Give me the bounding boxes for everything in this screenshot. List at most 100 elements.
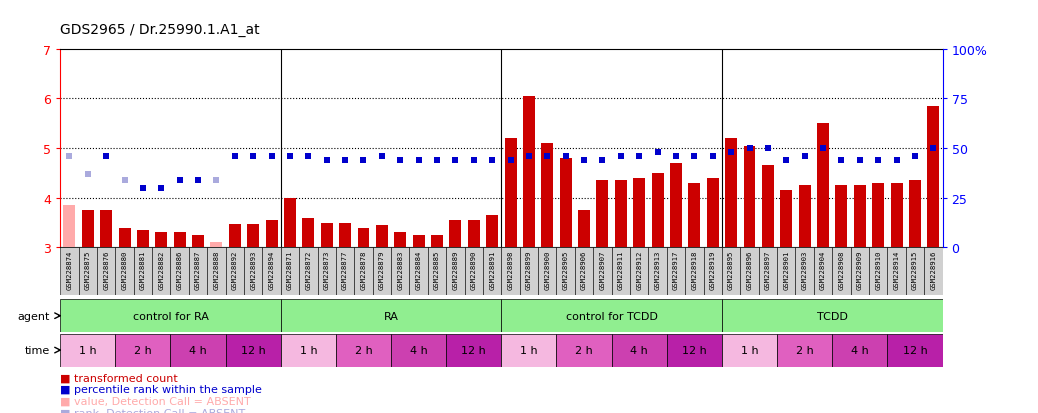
Text: control for TCDD: control for TCDD (566, 311, 658, 321)
Text: 1 h: 1 h (79, 345, 97, 355)
Text: GSM228918: GSM228918 (691, 250, 698, 290)
Text: GSM228883: GSM228883 (398, 250, 403, 290)
Point (521, 153, 538, 160)
Point (355, 157, 372, 164)
Point (539, 153, 555, 160)
Text: GSM228894: GSM228894 (269, 250, 275, 290)
Bar (413, 235, 425, 248)
Point (135, 185, 152, 192)
Bar (118, 228, 131, 248)
Point (705, 153, 721, 160)
Bar (666, 334, 722, 367)
Bar (556, 334, 611, 367)
Text: GSM228879: GSM228879 (379, 250, 385, 290)
Bar (854, 186, 866, 248)
Bar (891, 183, 902, 248)
Bar (280, 299, 501, 332)
Text: 2 h: 2 h (575, 345, 593, 355)
Bar (302, 218, 315, 248)
Bar (743, 146, 756, 248)
Text: GSM228903: GSM228903 (801, 250, 808, 290)
Text: GSM228897: GSM228897 (765, 250, 771, 290)
Bar (578, 211, 590, 248)
Point (667, 153, 684, 160)
Point (796, 153, 813, 160)
Text: GSM228891: GSM228891 (489, 250, 495, 290)
Text: RA: RA (384, 311, 399, 321)
Bar (373, 248, 391, 295)
Bar (336, 248, 354, 295)
Text: ■ transformed count: ■ transformed count (60, 373, 177, 383)
Point (281, 153, 298, 160)
Bar (321, 223, 333, 248)
Point (851, 157, 868, 164)
Bar (611, 248, 630, 295)
Text: GSM228909: GSM228909 (856, 250, 863, 290)
Text: 12 h: 12 h (682, 345, 707, 355)
Text: GSM228874: GSM228874 (66, 250, 73, 290)
Bar (704, 248, 722, 295)
Point (906, 153, 923, 160)
Point (650, 150, 666, 156)
Bar (318, 248, 336, 295)
Bar (501, 299, 722, 332)
Bar (468, 221, 480, 248)
Bar (614, 181, 627, 248)
Bar (887, 334, 943, 367)
Bar (170, 334, 225, 367)
Point (870, 157, 886, 164)
Text: 2 h: 2 h (355, 345, 373, 355)
Bar (832, 248, 850, 295)
Bar (409, 248, 428, 295)
Bar (817, 124, 829, 248)
Bar (869, 248, 887, 295)
Bar (60, 248, 79, 295)
Bar (777, 248, 795, 295)
Point (245, 153, 262, 160)
Bar (556, 248, 575, 295)
Text: 12 h: 12 h (462, 345, 486, 355)
Text: GSM228907: GSM228907 (600, 250, 605, 290)
Text: GSM228892: GSM228892 (231, 250, 238, 290)
Point (209, 177, 225, 184)
Bar (446, 248, 465, 295)
Bar (428, 248, 446, 295)
Point (153, 185, 169, 192)
Bar (156, 233, 167, 248)
Bar (722, 248, 740, 295)
Point (741, 145, 758, 152)
Bar (192, 235, 204, 248)
Bar (391, 248, 409, 295)
Bar (872, 183, 884, 248)
Text: GSM228899: GSM228899 (526, 250, 531, 290)
Point (190, 177, 207, 184)
Bar (134, 248, 153, 295)
Point (465, 157, 482, 164)
Bar (376, 225, 388, 248)
Bar (759, 248, 777, 295)
Bar (97, 248, 115, 295)
Text: 12 h: 12 h (903, 345, 927, 355)
Text: TCDD: TCDD (817, 311, 848, 321)
Bar (449, 221, 461, 248)
Text: GSM228914: GSM228914 (894, 250, 900, 290)
Point (116, 177, 133, 184)
Bar (630, 248, 649, 295)
Point (925, 145, 941, 152)
Text: GSM228872: GSM228872 (305, 250, 311, 290)
Point (171, 177, 188, 184)
Bar (137, 230, 148, 248)
Bar (832, 334, 887, 367)
Text: agent: agent (18, 311, 50, 321)
Text: GDS2965 / Dr.25990.1.A1_at: GDS2965 / Dr.25990.1.A1_at (60, 23, 260, 37)
Bar (523, 97, 535, 248)
Bar (170, 248, 189, 295)
Bar (652, 173, 663, 248)
Bar (225, 334, 281, 367)
Bar (244, 248, 263, 295)
Text: GSM228890: GSM228890 (471, 250, 476, 290)
Point (80, 171, 97, 178)
Bar (394, 233, 406, 248)
Bar (63, 206, 76, 248)
Text: GSM228887: GSM228887 (195, 250, 201, 290)
